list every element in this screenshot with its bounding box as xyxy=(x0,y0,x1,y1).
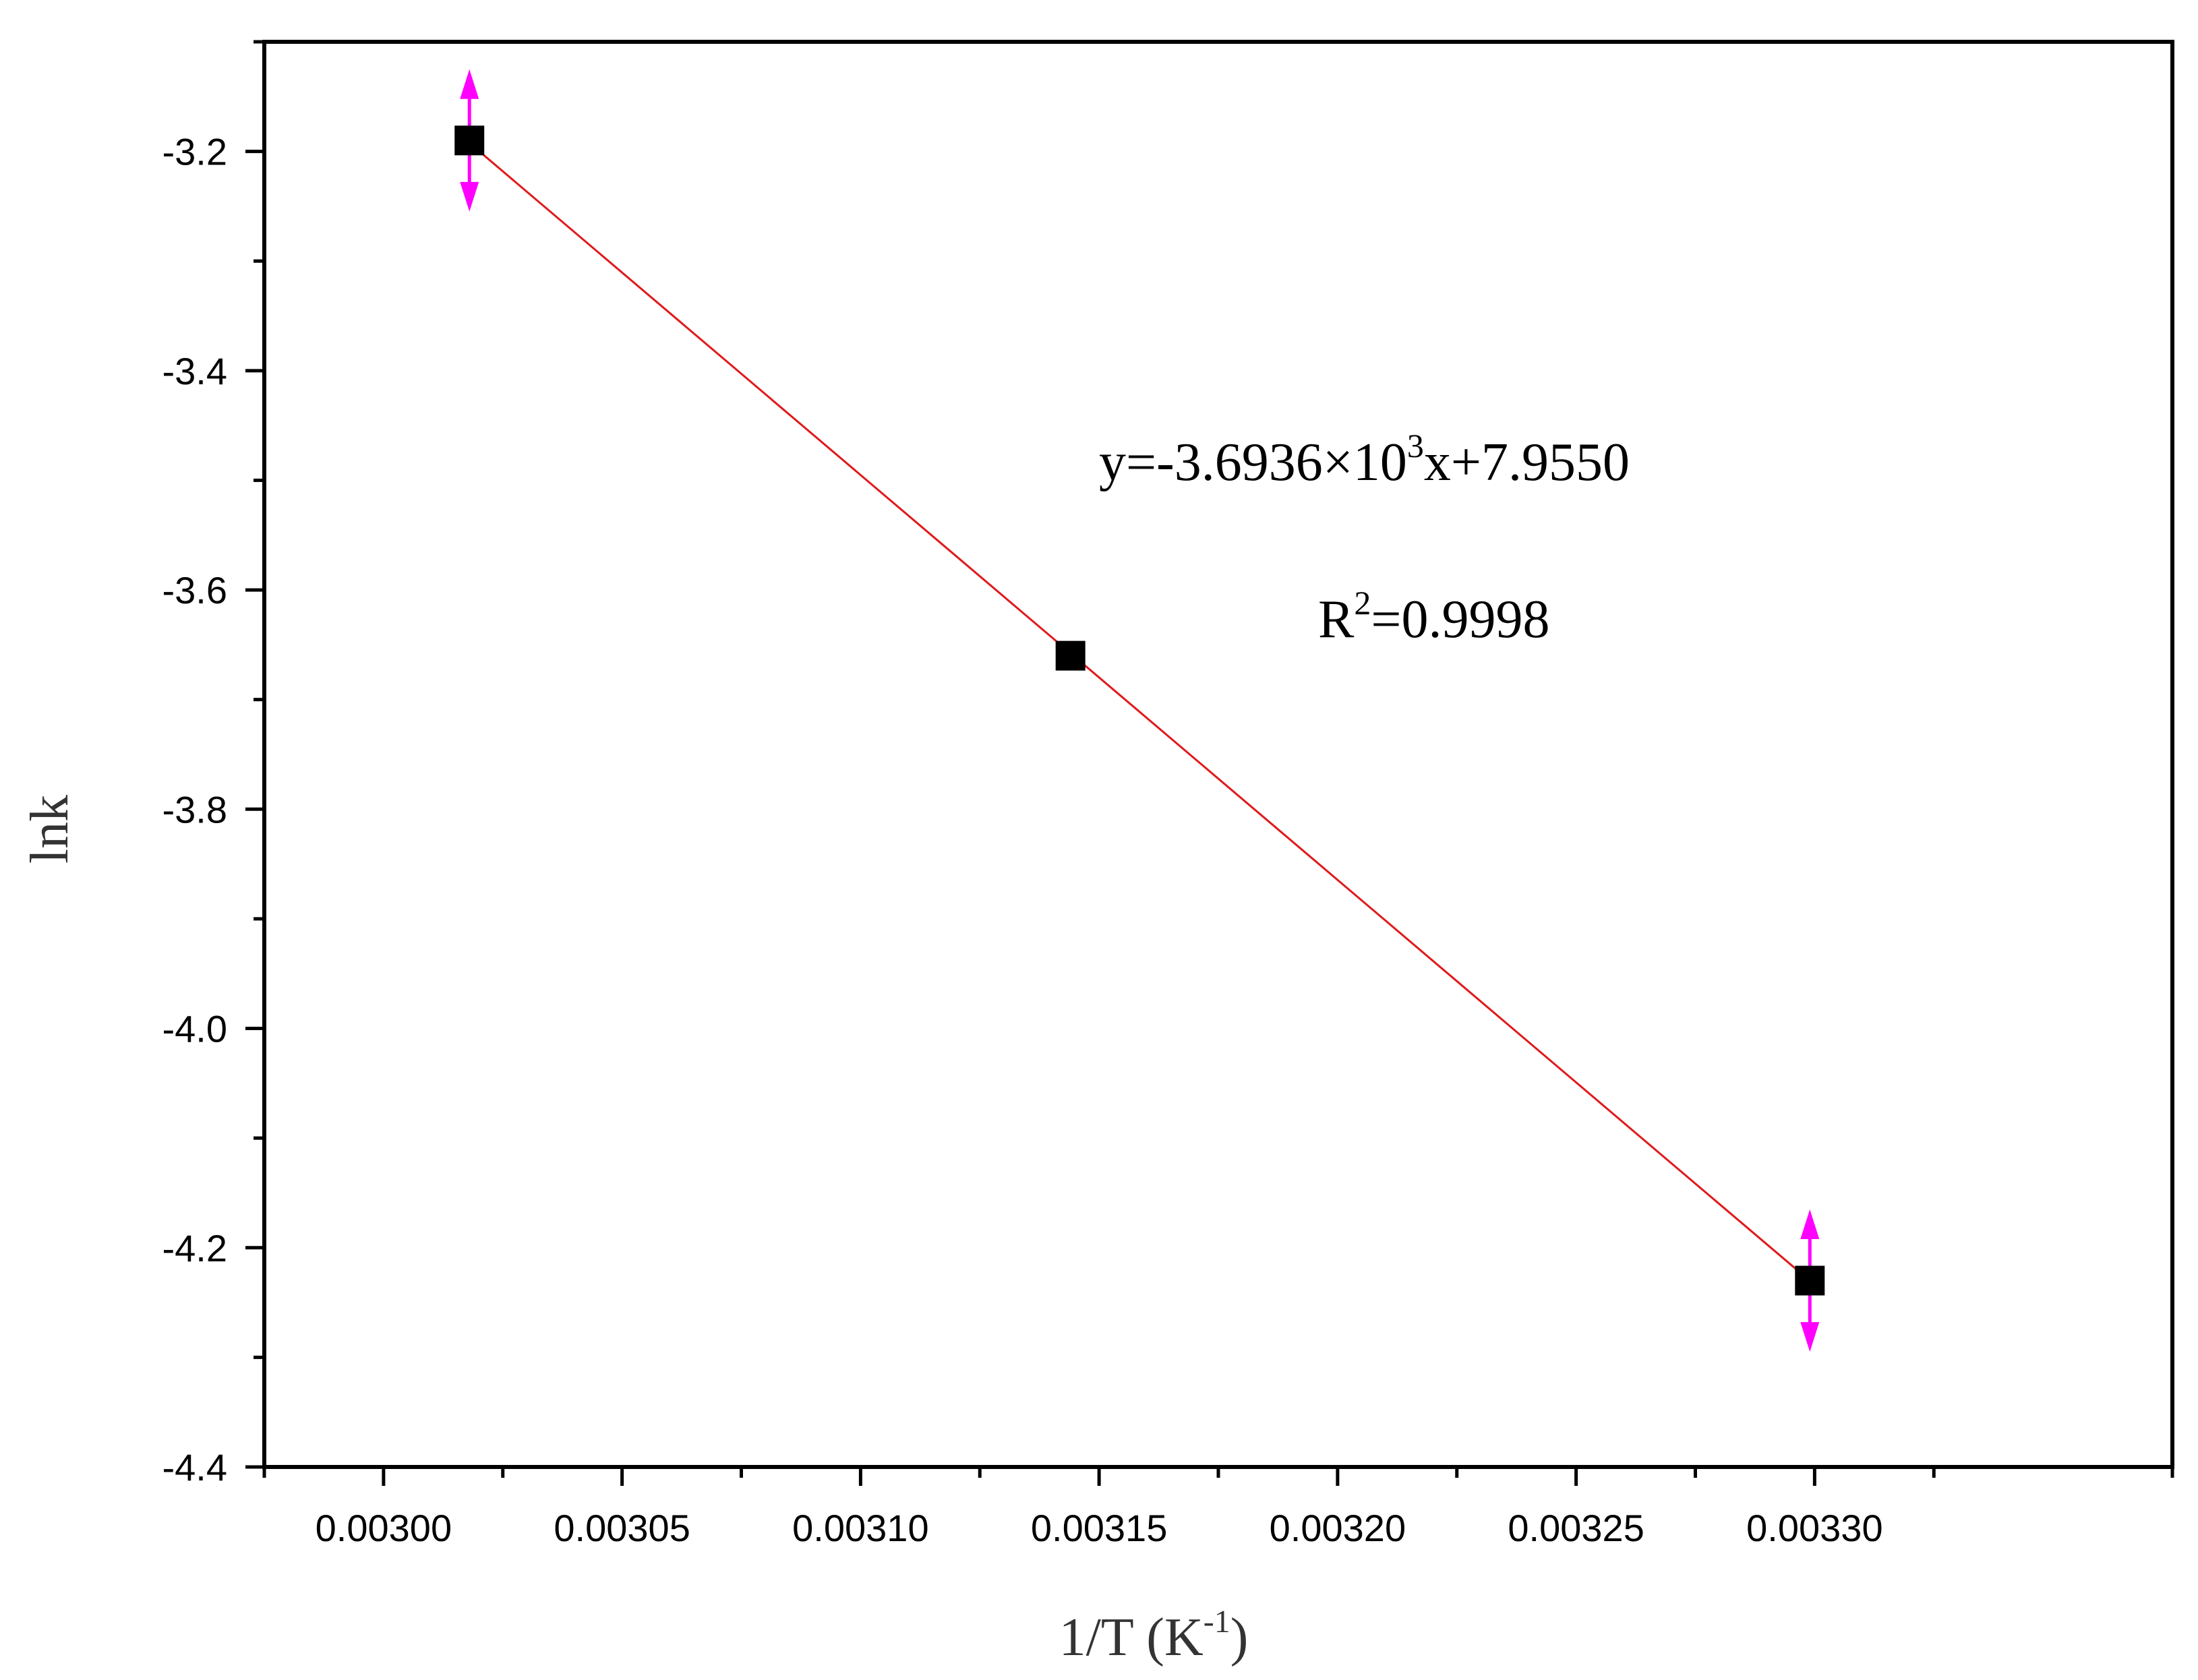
fit-equation-exponent: 3 xyxy=(1407,427,1424,464)
y-tick-label: -3.8 xyxy=(162,788,228,831)
x-tick-label: 0.00315 xyxy=(1031,1507,1167,1549)
error-bar-cap-bottom xyxy=(460,181,479,212)
y-tick-label: -4.4 xyxy=(162,1446,228,1489)
x-axis-title-end: ) xyxy=(1230,1608,1249,1667)
error-bar-cap-bottom xyxy=(1800,1322,1820,1352)
x-tick-label: 0.00305 xyxy=(554,1507,690,1549)
error-bar-cap-top xyxy=(460,69,479,99)
error-bars xyxy=(460,69,1820,1352)
fit-equation-prefix: y=-3.6936×10 xyxy=(1099,433,1407,492)
y-tick-label: -3.2 xyxy=(162,131,228,173)
error-bar-cap-top xyxy=(1800,1209,1820,1239)
y-tick-label: -3.4 xyxy=(162,350,228,392)
x-axis-title: 1/T (K-1) xyxy=(1059,1604,1249,1667)
plot-frame xyxy=(262,40,2174,1469)
y-tick-label: -4.0 xyxy=(162,1008,228,1050)
x-tick-label: 0.00300 xyxy=(316,1507,452,1549)
x-tick-label: 0.00320 xyxy=(1270,1507,1406,1549)
data-point xyxy=(454,125,485,156)
fit-line xyxy=(469,142,1811,1282)
x-tick-label: 0.00330 xyxy=(1746,1507,1882,1549)
data-points xyxy=(454,125,1825,1296)
x-tick-label: 0.00310 xyxy=(792,1507,928,1549)
r-squared-suffix: =0.9998 xyxy=(1371,590,1549,649)
x-axis-title-exponent: -1 xyxy=(1204,1604,1230,1640)
data-point xyxy=(1795,1265,1825,1296)
x-tick-label: 0.00325 xyxy=(1508,1507,1644,1549)
y-tick-label: -4.2 xyxy=(162,1227,228,1269)
r-squared: R2=0.9998 xyxy=(1318,584,1549,649)
x-axis-title-text: 1/T (K xyxy=(1059,1608,1204,1667)
fit-equation-suffix: x+7.9550 xyxy=(1424,433,1630,492)
y-axis-title: lnk xyxy=(20,795,80,864)
fit-equation: y=-3.6936×103x+7.9550 xyxy=(1099,427,1630,492)
fit-line-group xyxy=(469,142,1811,1282)
r-squared-exponent: 2 xyxy=(1354,584,1371,622)
y-tick-label: -3.6 xyxy=(162,569,228,611)
r-squared-prefix: R xyxy=(1318,590,1355,649)
data-point xyxy=(1055,640,1086,671)
axis-ticks: 0.00300 0.00305 0.00310 0.00315 0.00320 0.003… xyxy=(162,40,2174,1549)
